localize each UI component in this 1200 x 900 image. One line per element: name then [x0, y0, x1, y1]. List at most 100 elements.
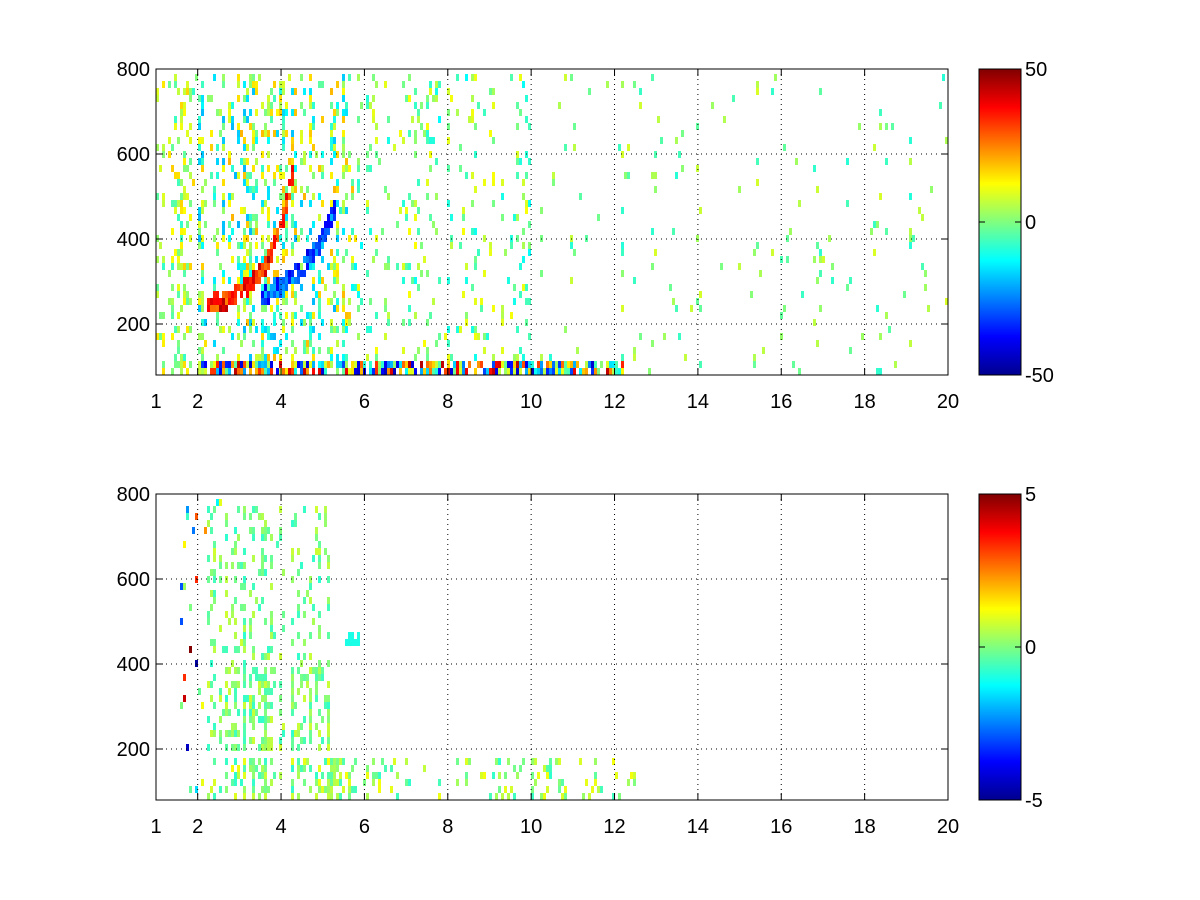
heatmap-cell — [378, 158, 381, 165]
heatmap-cell — [201, 95, 204, 102]
heatmap-cell — [183, 207, 186, 214]
heatmap-cell — [507, 277, 510, 284]
heatmap-cell — [249, 242, 252, 249]
heatmap-cell — [237, 242, 240, 249]
heatmap-cell — [336, 179, 339, 186]
heatmap-cell — [465, 312, 468, 319]
heatmap-cell — [183, 102, 186, 109]
heatmap-cell — [216, 228, 219, 235]
heatmap-cell — [216, 144, 219, 151]
heatmap-cell — [501, 312, 504, 319]
heatmap-cell — [282, 214, 285, 221]
heatmap-cell — [336, 249, 339, 256]
heatmap-cell — [282, 172, 285, 179]
heatmap-cell — [492, 179, 495, 186]
heatmap-cell — [174, 200, 177, 207]
heatmap-cell — [204, 340, 207, 347]
heatmap-cell — [639, 333, 642, 340]
heatmap-cell — [330, 793, 333, 800]
heatmap-cell — [432, 368, 435, 375]
heatmap-cell — [321, 116, 324, 123]
heatmap-cell — [333, 758, 336, 765]
heatmap-cell — [234, 284, 237, 291]
heatmap-cell — [393, 368, 396, 375]
heatmap-cell — [297, 730, 300, 737]
heatmap-cell — [483, 347, 486, 354]
x-tick-label: 16 — [770, 816, 792, 838]
heatmap-cell — [879, 368, 882, 375]
heatmap-cell — [282, 569, 285, 576]
heatmap-cell — [297, 263, 300, 270]
heatmap-cell — [231, 228, 234, 235]
heatmap-cell — [447, 326, 450, 333]
heatmap-cell — [468, 758, 471, 765]
heatmap-cell — [432, 137, 435, 144]
heatmap-cell — [267, 214, 270, 221]
heatmap-cell — [324, 695, 327, 702]
heatmap-cell — [918, 207, 921, 214]
heatmap-cell — [162, 368, 165, 375]
heatmap-cell — [423, 368, 426, 375]
heatmap-cell — [189, 326, 192, 333]
heatmap-cell — [294, 291, 297, 298]
heatmap-cell — [345, 772, 348, 779]
heatmap-cell — [294, 298, 297, 305]
heatmap-cell — [414, 137, 417, 144]
heatmap-cell — [312, 116, 315, 123]
heatmap-cell — [429, 137, 432, 144]
heatmap-cell — [270, 779, 273, 786]
heatmap-cell — [294, 235, 297, 242]
heatmap-cell — [417, 207, 420, 214]
heatmap-cell — [264, 723, 267, 730]
heatmap-cell — [291, 312, 294, 319]
heatmap-cell — [324, 228, 327, 235]
heatmap-cell — [189, 172, 192, 179]
heatmap-cell — [327, 723, 330, 730]
heatmap-cell — [285, 277, 288, 284]
heatmap-cell — [420, 242, 423, 249]
heatmap-cell — [225, 590, 228, 597]
heatmap-cell — [207, 611, 210, 618]
heatmap-cell — [321, 674, 324, 681]
heatmap-cell — [579, 193, 582, 200]
heatmap-cell — [831, 263, 834, 270]
heatmap-cell — [513, 765, 516, 772]
heatmap-cell — [348, 793, 351, 800]
heatmap-cell — [546, 765, 549, 772]
heatmap-cell — [264, 263, 267, 270]
heatmap-cell — [531, 786, 534, 793]
heatmap-cell — [348, 639, 351, 646]
heatmap-cell — [330, 130, 333, 137]
heatmap-cell — [222, 298, 225, 305]
heatmap-cell — [516, 361, 519, 368]
heatmap-cell — [303, 109, 306, 116]
heatmap-cell — [270, 284, 273, 291]
heatmap-cell — [270, 256, 273, 263]
heatmap-cell — [321, 319, 324, 326]
heatmap-cell — [330, 786, 333, 793]
heatmap-cell — [279, 340, 282, 347]
heatmap-cell — [261, 256, 264, 263]
heatmap-cell — [171, 298, 174, 305]
heatmap-cell — [225, 786, 228, 793]
heatmap-cell — [369, 361, 372, 368]
heatmap-cell — [264, 179, 267, 186]
heatmap-cell — [309, 576, 312, 583]
heatmap-cell — [303, 506, 306, 513]
heatmap-cell — [330, 214, 333, 221]
heatmap-cell — [585, 779, 588, 786]
heatmap-cell — [243, 765, 246, 772]
heatmap-cell — [315, 793, 318, 800]
heatmap-cell — [186, 326, 189, 333]
heatmap-cell — [621, 270, 624, 277]
heatmap-cell — [318, 541, 321, 548]
heatmap-cell — [417, 284, 420, 291]
heatmap-cell — [285, 249, 288, 256]
heatmap-cell — [201, 368, 204, 375]
heatmap-cell — [291, 730, 294, 737]
heatmap-cell — [573, 361, 576, 368]
heatmap-cell — [324, 284, 327, 291]
heatmap-cell — [354, 263, 357, 270]
heatmap-cell — [696, 165, 699, 172]
heatmap-cell — [276, 109, 279, 116]
